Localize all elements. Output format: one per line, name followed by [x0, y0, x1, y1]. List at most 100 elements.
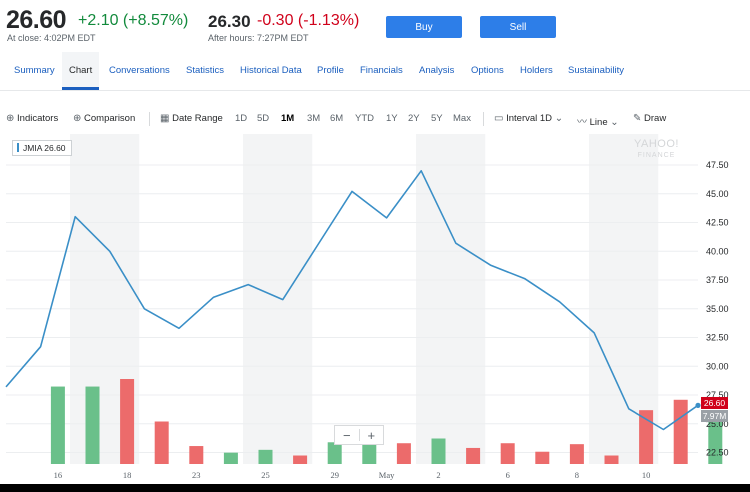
x-tick-label: 16 [54, 470, 63, 480]
after-hours-label: After hours: 7:27PM EDT [208, 33, 309, 43]
tab-summary[interactable]: Summary [14, 65, 55, 76]
line-chart-icon: 〰 [577, 117, 587, 128]
pencil-icon: ✎ [633, 113, 642, 124]
after-hours-price: 26.30 [208, 12, 251, 31]
volume-bar [85, 386, 100, 464]
y-tick-label: 37.50 [706, 275, 729, 285]
range-2y[interactable]: 2Y [408, 113, 420, 124]
tab-financials[interactable]: Financials [360, 65, 403, 76]
interval-dropdown[interactable]: ▭ Interval 1D ⌄ [494, 113, 563, 124]
volume-bar [396, 443, 411, 464]
volume-bar [327, 442, 342, 464]
volume-bar [604, 455, 619, 464]
range-5y[interactable]: 5Y [431, 113, 443, 124]
indicators-button[interactable]: ⊕ Indicators [6, 113, 58, 124]
x-tick-label: 8 [575, 470, 579, 480]
tab-holders[interactable]: Holders [520, 65, 553, 76]
price-line [5, 169, 701, 431]
draw-label: Draw [644, 113, 667, 124]
volume-bar [500, 443, 515, 464]
week-band [243, 134, 313, 464]
volume-bar [50, 386, 65, 464]
volume-bar [431, 438, 446, 464]
range-1m[interactable]: 1M [281, 113, 295, 124]
week-band [589, 134, 659, 464]
plus-circle-icon: ⊕ [73, 113, 82, 124]
y-tick-label: 35.00 [706, 304, 729, 314]
week-band [416, 134, 486, 464]
x-tick-label: 6 [506, 470, 510, 480]
series-legend[interactable]: JMIA 26.60 [12, 140, 72, 156]
price: 26.60 [6, 6, 67, 34]
sell-button[interactable]: Sell [480, 16, 556, 38]
tab-conversations[interactable]: Conversations [109, 65, 170, 76]
calendar-icon: ▦ [160, 113, 170, 124]
date-range-label: Date Range [172, 113, 223, 124]
x-axis: 16 18 23 25 29 May 2 6 8 10 [54, 470, 651, 480]
price-change: +2.10 (+8.57%) [78, 12, 189, 29]
volume-bar [293, 455, 308, 464]
range-max[interactable]: Max [453, 113, 471, 124]
volume-bar [223, 452, 238, 464]
range-1y[interactable]: 1Y [386, 113, 398, 124]
toolbar-divider [483, 112, 484, 126]
x-tick-label: May [379, 470, 395, 480]
y-tick-label: 47.50 [706, 160, 729, 170]
x-tick-label: 23 [192, 470, 201, 480]
x-tick-label: 10 [642, 470, 651, 480]
after-hours-change: -0.30 (-1.13%) [257, 12, 360, 29]
range-6m[interactable]: 6M [330, 113, 344, 124]
volume-bar [639, 410, 654, 464]
series-legend-label: JMIA 26.60 [23, 143, 66, 153]
volume-bars [50, 379, 723, 464]
tab-historical-data[interactable]: Historical Data [240, 65, 302, 76]
bottom-edge [0, 484, 750, 492]
tab-profile[interactable]: Profile [317, 65, 344, 76]
toolbar-divider [149, 112, 150, 126]
watermark-text: YAHOO! [634, 138, 679, 150]
chart-bands [70, 134, 659, 464]
volume-bar [708, 416, 723, 464]
chart-toolbar: ⊕ Indicators ⊕ Comparison ▦ Date Range 1… [0, 108, 750, 132]
comparison-label: Comparison [84, 113, 136, 124]
range-ytd[interactable]: YTD [355, 113, 374, 124]
tab-options[interactable]: Options [471, 65, 504, 76]
tab-analysis[interactable]: Analysis [419, 65, 455, 76]
line-type-label: Line [589, 117, 608, 128]
line-type-dropdown[interactable]: 〰 Line ⌄ [577, 113, 619, 128]
range-5d[interactable]: 5D [257, 113, 270, 124]
zoom-divider [358, 429, 360, 441]
watermark-subtext: FINANCE [637, 152, 676, 159]
y-tick-label: 25.00 [706, 419, 729, 429]
y-tick-label: 30.00 [706, 361, 729, 371]
y-tick-label: 27.50 [706, 390, 729, 400]
tab-sustainability[interactable]: Sustainability [568, 65, 624, 76]
volume-bar [154, 421, 169, 464]
buy-button[interactable]: Buy [386, 16, 462, 38]
comparison-button[interactable]: ⊕ Comparison [73, 113, 135, 124]
close-time-label: At close: 4:02PM EDT [7, 33, 96, 43]
zoom-out-button[interactable]: − [342, 427, 351, 443]
x-tick-label: 25 [261, 470, 270, 480]
date-range-button[interactable]: ▦ Date Range [160, 113, 223, 124]
chevron-down-icon: ⌄ [610, 117, 619, 128]
draw-button[interactable]: ✎ Draw [633, 113, 666, 124]
price-chart[interactable]: 22.50 25.00 27.50 30.00 32.50 35.00 37.50 40.00… [0, 134, 750, 484]
zoom-in-button[interactable]: + [367, 427, 376, 443]
range-3m[interactable]: 3M [307, 113, 321, 124]
zoom-control: − + [334, 425, 384, 445]
tab-chart[interactable]: Chart [62, 52, 100, 90]
y-tick-label: 32.50 [706, 333, 729, 343]
x-tick-label: 2 [436, 470, 440, 480]
tab-statistics[interactable]: Statistics [186, 65, 225, 76]
volume-bar [535, 451, 550, 464]
volume-bar [466, 447, 481, 464]
current-price-tag: 26.60 [701, 397, 728, 409]
y-tick-label: 40.00 [706, 246, 729, 256]
interval-value: 1D [539, 113, 553, 124]
interval-label: Interval [506, 113, 538, 124]
y-tick-label: 42.50 [706, 218, 729, 228]
range-1d[interactable]: 1D [235, 113, 248, 124]
volume-bar [189, 446, 204, 464]
